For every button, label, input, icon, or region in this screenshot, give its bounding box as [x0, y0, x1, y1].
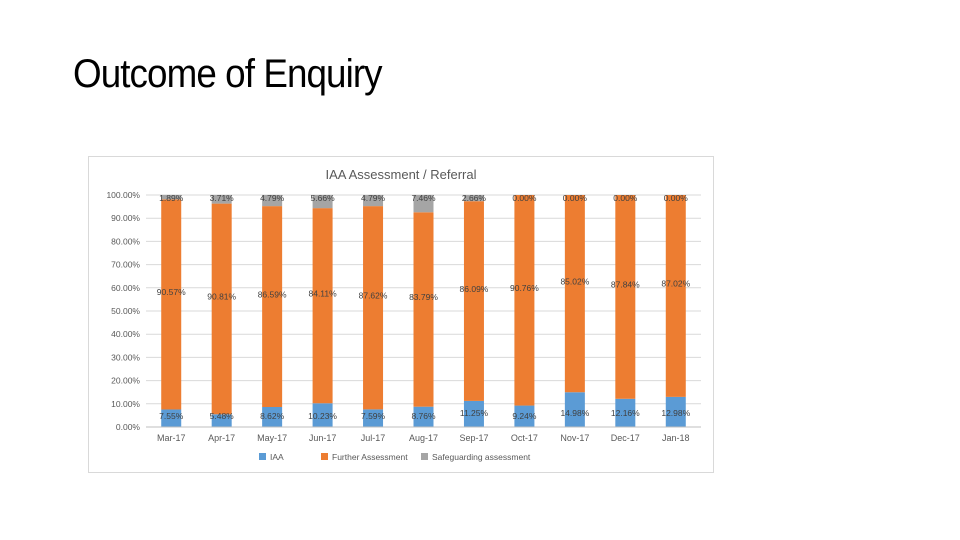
data-label-further: 87.02% — [661, 279, 690, 289]
bar-segment — [211, 195, 232, 204]
bar-segment — [211, 203, 232, 415]
legend-swatch — [421, 453, 428, 460]
data-label-safeguarding: 7.46% — [411, 193, 436, 203]
chart-title: IAA Assessment / Referral — [325, 167, 476, 182]
y-tick-label: 90.00% — [111, 213, 140, 223]
data-label-iaa: 12.98% — [661, 408, 690, 418]
bar-segment — [413, 406, 434, 427]
bar-segment — [312, 208, 333, 404]
data-label-further: 90.76% — [510, 283, 539, 293]
legend-label: Safeguarding assessment — [432, 452, 531, 462]
data-label-iaa: 8.76% — [411, 411, 436, 421]
legend-label: IAA — [270, 452, 284, 462]
data-label-further: 87.84% — [611, 280, 640, 290]
data-label-safeguarding: 0.00% — [512, 193, 537, 203]
y-tick-label: 0.00% — [116, 422, 141, 432]
bar-segment — [312, 403, 333, 427]
x-tick-label: Jan-18 — [662, 433, 690, 443]
data-label-further: 84.11% — [308, 288, 337, 298]
legend-swatch — [259, 453, 266, 460]
chart-frame: IAA Assessment / Referral 0.00% 10.00% 20.0… — [88, 156, 714, 473]
data-label-safeguarding: 3.71% — [210, 193, 235, 203]
x-tick-label: Apr-17 — [208, 433, 235, 443]
y-tick-label: 30.00% — [111, 352, 140, 362]
data-label-safeguarding: 4.79% — [260, 193, 285, 203]
bar-segment — [665, 195, 686, 397]
data-label-safeguarding: 4.79% — [361, 193, 386, 203]
data-label-iaa: 14.98% — [560, 408, 589, 418]
bar-segment — [262, 195, 283, 207]
legend-label: Further Assessment — [332, 452, 408, 462]
data-label-iaa: 10.23% — [308, 411, 337, 421]
bar-segment — [463, 400, 484, 427]
data-label-iaa: 7.59% — [361, 411, 386, 421]
data-label-further: 86.09% — [460, 284, 489, 294]
y-tick-label: 80.00% — [111, 236, 140, 246]
x-tick-label: Jul-17 — [361, 433, 386, 443]
data-label-safeguarding: 0.00% — [613, 193, 638, 203]
data-label-further: 86.59% — [258, 289, 287, 299]
bar-segment — [615, 398, 636, 427]
bar-segment — [161, 199, 182, 410]
bar-segment — [262, 206, 283, 408]
data-label-iaa: 5.48% — [210, 411, 235, 421]
bar-segment — [564, 392, 585, 427]
data-label-further: 85.02% — [560, 276, 589, 286]
y-tick-label: 100.00% — [106, 190, 140, 200]
data-label-iaa: 7.55% — [159, 411, 184, 421]
bar-segment — [463, 201, 484, 401]
data-label-further: 83.79% — [409, 292, 438, 302]
bar-segment — [665, 396, 686, 427]
data-label-iaa: 9.24% — [512, 411, 537, 421]
bar-segment — [363, 206, 384, 410]
legend-swatch — [321, 453, 328, 460]
data-label-safeguarding: 0.00% — [664, 193, 689, 203]
y-tick-label: 70.00% — [111, 260, 140, 270]
data-label-iaa: 8.62% — [260, 411, 285, 421]
bar-segment — [363, 409, 384, 427]
bar-segment — [161, 409, 182, 427]
data-label-safeguarding: 2.66% — [462, 193, 487, 203]
bar-segment — [413, 212, 434, 407]
data-label-safeguarding: 0.00% — [563, 193, 588, 203]
data-label-safeguarding: 1.89% — [159, 193, 184, 203]
bar-segment — [211, 414, 232, 427]
bar-segment — [463, 195, 484, 202]
x-tick-label: Aug-17 — [409, 433, 438, 443]
data-label-further: 90.57% — [157, 287, 186, 297]
bar-segment — [363, 195, 384, 207]
y-tick-label: 20.00% — [111, 376, 140, 386]
data-label-further: 87.62% — [359, 290, 388, 300]
slide-title: Outcome of Enquiry — [73, 52, 383, 96]
x-tick-label: Nov-17 — [560, 433, 589, 443]
data-label-iaa: 11.25% — [460, 408, 489, 418]
x-tick-label: Oct-17 — [511, 433, 538, 443]
data-label-further: 90.81% — [207, 292, 236, 302]
bar-segment — [413, 194, 434, 213]
bar-segment — [262, 407, 283, 427]
bar-segment — [514, 405, 535, 427]
bar-segment — [564, 195, 585, 393]
data-label-iaa: 12.16% — [611, 408, 640, 418]
data-label-safeguarding: 5.66% — [311, 193, 336, 203]
y-tick-label: 60.00% — [111, 283, 140, 293]
bar-segment — [312, 195, 333, 209]
x-tick-label: Jun-17 — [309, 433, 337, 443]
bar-segment — [615, 195, 636, 399]
y-tick-label: 50.00% — [111, 306, 140, 316]
x-tick-label: May-17 — [257, 433, 287, 443]
bar-segment — [161, 194, 182, 200]
x-tick-label: Sep-17 — [459, 433, 488, 443]
y-tick-label: 40.00% — [111, 329, 140, 339]
stacked-bar-chart: IAA Assessment / Referral 0.00% 10.00% 20.0… — [106, 167, 701, 462]
x-tick-label: Dec-17 — [611, 433, 640, 443]
x-tick-label: Mar-17 — [157, 433, 186, 443]
y-tick-label: 10.00% — [111, 399, 140, 409]
bar-segment — [514, 195, 535, 406]
